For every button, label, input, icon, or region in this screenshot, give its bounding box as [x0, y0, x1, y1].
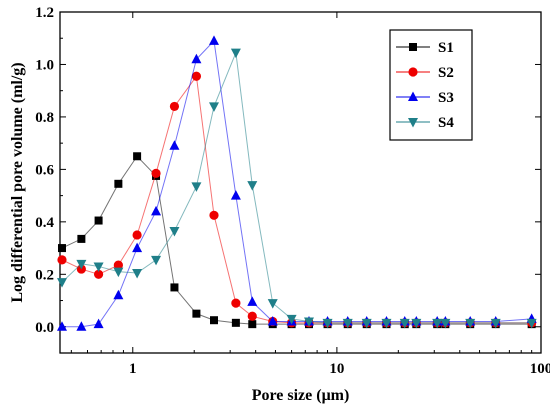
data-point-s4: [526, 318, 537, 329]
legend-item-s1: S1: [396, 40, 454, 56]
legend-item-s3: S3: [396, 90, 454, 106]
data-point-s4: [322, 318, 333, 329]
x-tick-label: 100: [530, 361, 550, 377]
data-point-s1: [170, 283, 179, 292]
data-point-s4: [209, 102, 220, 112]
y-axis-title: Log differential pore volume (ml/g): [9, 62, 26, 302]
legend-marker-s2: [408, 67, 418, 77]
data-point-s1: [114, 179, 123, 188]
plot-frame: [59, 11, 542, 354]
data-point-s1: [133, 152, 142, 161]
data-point-s1: [231, 318, 240, 327]
data-point-s3: [247, 296, 258, 306]
data-point-s4: [56, 278, 67, 288]
axis-ticks: 0.0 0.2 0.4 0.6 0.8 1.0 1.2 1 10 100: [35, 5, 550, 377]
y-tick-label: 0.2: [35, 267, 54, 283]
data-point-s2: [209, 210, 219, 220]
data-point-s2: [231, 298, 241, 308]
data-point-s4: [411, 318, 422, 329]
data-point-s1: [77, 234, 86, 243]
y-tick-label: 0.0: [35, 320, 54, 336]
data-point-s3: [267, 316, 278, 326]
data-point-s4: [490, 318, 501, 329]
data-point-s4: [432, 318, 443, 329]
x-tick-label: 10: [329, 361, 344, 377]
data-point-s1: [248, 320, 257, 329]
legend-marker-s1: [409, 43, 417, 51]
data-point-s2: [191, 71, 202, 81]
data-point-s4: [381, 318, 392, 329]
legend-label-s2: S2: [438, 65, 454, 81]
legend-marker-s4: [408, 118, 418, 128]
data-point-s3: [132, 242, 143, 253]
data-point-s3: [76, 321, 87, 331]
data-point-s2: [151, 168, 161, 178]
data-point-s3: [93, 318, 104, 329]
data-point-s4: [342, 318, 353, 329]
series-s4: [56, 48, 537, 329]
data-point-s2: [247, 311, 257, 321]
legend-label-s1: S1: [438, 40, 454, 56]
data-point-s3: [209, 35, 220, 45]
data-point-s3: [191, 53, 202, 64]
x-axis-title: Pore size (μm): [252, 387, 350, 404]
data-point-s4: [191, 182, 202, 192]
data-point-s4: [267, 299, 278, 309]
legend-marker-s3: [408, 91, 418, 101]
data-point-s1: [57, 244, 66, 253]
data-point-s2: [169, 101, 180, 112]
y-tick-label: 0.6: [35, 162, 54, 178]
data-point-s4: [440, 318, 451, 329]
y-tick-label: 0.8: [35, 110, 54, 126]
data-point-s3: [169, 140, 180, 150]
data-point-s2: [93, 269, 104, 279]
data-point-s4: [132, 268, 143, 279]
y-tick-label: 1.0: [35, 57, 54, 73]
data-point-s1: [94, 216, 103, 225]
data-point-s4: [93, 262, 104, 272]
data-point-s4: [169, 227, 180, 237]
data-point-s3: [230, 190, 241, 200]
data-point-s4: [113, 267, 124, 278]
legend-item-s4: S4: [396, 115, 454, 131]
data-point-s1: [192, 309, 201, 318]
data-point-s3: [113, 289, 124, 300]
legend-label-s3: S3: [438, 90, 454, 106]
data-point-s2: [113, 260, 123, 270]
y-tick-label: 1.2: [35, 5, 54, 21]
data-point-s4: [361, 318, 372, 329]
y-tick-label: 0.4: [35, 215, 54, 231]
data-point-s2: [57, 255, 67, 265]
series-s1: [57, 152, 536, 329]
data-point-s4: [230, 48, 241, 59]
data-point-s4: [465, 318, 476, 329]
data-point-s4: [76, 259, 87, 270]
data-point-s4: [399, 318, 410, 329]
data-point-s4: [286, 314, 297, 325]
data-point-s4: [151, 255, 162, 266]
data-point-s4: [303, 317, 314, 328]
series-layer: [56, 35, 537, 331]
legend-item-s2: S2: [396, 65, 454, 81]
data-point-s3: [56, 321, 67, 331]
data-point-s1: [210, 316, 219, 325]
x-tick-label: 1: [129, 361, 137, 377]
data-point-s3: [151, 205, 162, 216]
legend-label-s4: S4: [438, 115, 454, 131]
data-point-s2: [132, 230, 142, 240]
series-line-s1: [61, 155, 532, 325]
data-point-s4: [247, 181, 258, 191]
legend: S1 S2 S3 S4: [389, 29, 473, 141]
